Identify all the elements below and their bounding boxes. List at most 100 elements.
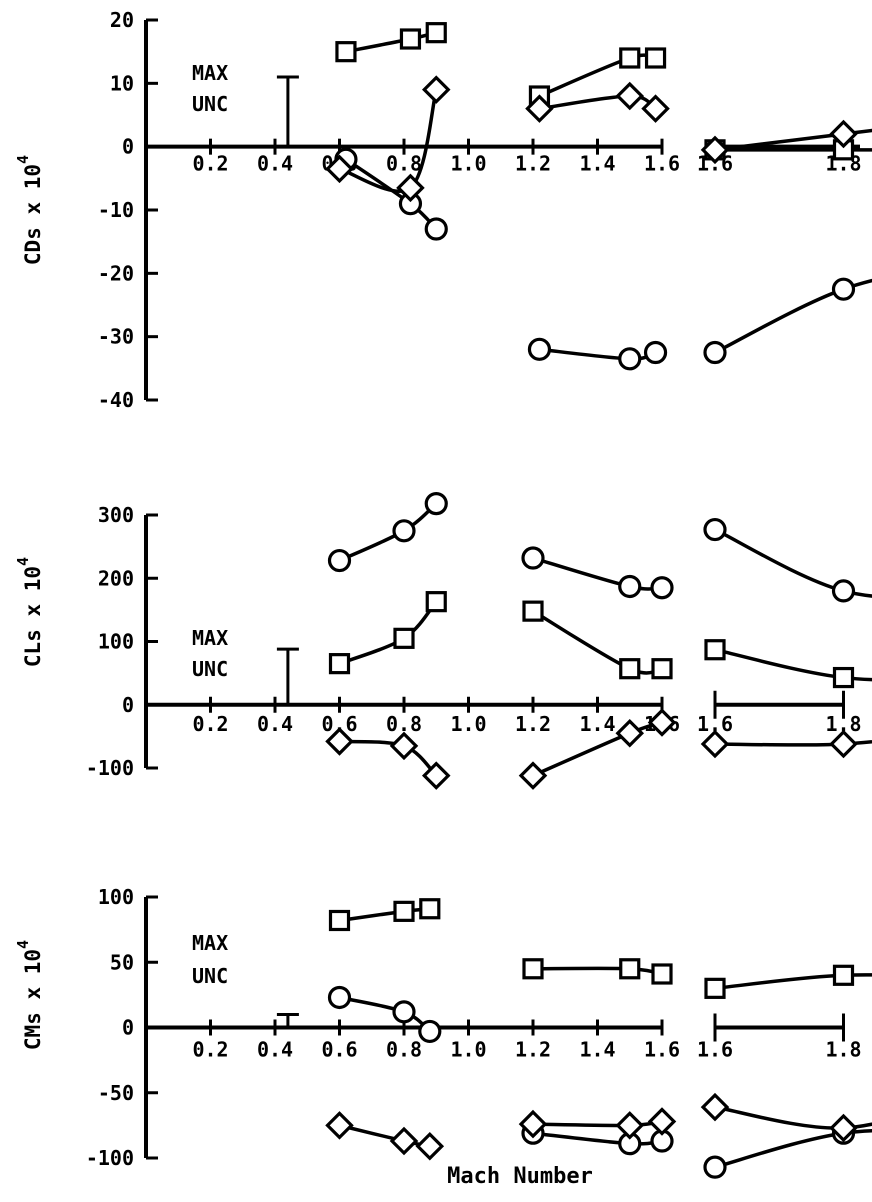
data-point-diamond [700, 729, 730, 759]
data-point-diamond [421, 75, 451, 104]
data-point-square [328, 909, 351, 932]
series-line-diamond [338, 89, 438, 193]
data-point-circle [618, 574, 642, 599]
data-point-diamond [518, 1109, 548, 1139]
uncertainty-label-unc: UNC [192, 92, 228, 116]
data-point-square [328, 653, 351, 675]
x-tick-label: 1.2 [515, 712, 551, 736]
series-line-square [532, 609, 663, 675]
data-point-square [619, 47, 641, 69]
x-tick-label: 1.2 [515, 1038, 551, 1062]
x-tick-label: 0.6 [321, 1038, 357, 1062]
x-tick-label: 1.0 [450, 1038, 486, 1062]
y-axis-label-text: CMs x 10 [21, 949, 45, 1050]
data-point-circle [703, 1155, 727, 1179]
data-point-diamond [518, 761, 548, 790]
data-point-square [619, 958, 641, 980]
y-tick-label: -100 [86, 756, 134, 780]
data-point-diamond [647, 1107, 677, 1136]
y-tick-label: 100 [98, 885, 134, 909]
data-point-circle [424, 492, 448, 516]
data-point-diamond [829, 119, 858, 149]
y-axis-label: CLs x 104 [14, 557, 45, 667]
x-tick-label: 1.6 [644, 1038, 680, 1062]
x-tick-label: 0.2 [192, 1038, 228, 1062]
y-tick-label: 10 [110, 71, 134, 95]
data-point-diamond [641, 94, 670, 123]
series-circle [327, 492, 872, 603]
series-square [328, 591, 872, 689]
x-tick-label: 0.4 [257, 152, 293, 176]
data-point-square [644, 47, 667, 69]
x-tick-label: 1.2 [515, 152, 551, 176]
data-point-diamond [829, 729, 858, 759]
series-diamond [325, 708, 872, 790]
x-tick-label: 1.0 [450, 152, 486, 176]
data-point-diamond [700, 1092, 730, 1122]
data-point-square [832, 666, 855, 689]
data-point-circle [424, 217, 448, 241]
y-tick-label: -50 [98, 1081, 134, 1105]
y-tick-label: -100 [86, 1146, 134, 1170]
x-tick-label: 0.2 [192, 152, 228, 176]
x-tick-label: 1.4 [579, 1038, 615, 1062]
x-tick-label: 0.2 [192, 712, 228, 736]
y-tick-label: 0 [122, 135, 134, 159]
data-point-diamond [396, 173, 425, 203]
data-point-diamond [389, 731, 419, 761]
data-point-diamond [615, 1111, 645, 1140]
data-point-square [522, 958, 544, 980]
data-point-diamond [421, 761, 451, 790]
x-tick-label: 1.0 [450, 712, 486, 736]
data-point-diamond [325, 154, 354, 184]
uncertainty-label-max: MAX [192, 61, 228, 85]
series-square [328, 898, 872, 999]
data-point-circle [418, 1019, 442, 1044]
y-tick-label: 50 [110, 950, 134, 974]
data-point-square [704, 639, 726, 661]
series-line-circle [532, 1131, 663, 1146]
x-tick-label: 0.8 [386, 1038, 422, 1062]
series-line-square [532, 966, 663, 976]
data-point-diamond [525, 94, 554, 123]
uncertainty-label-unc: UNC [192, 964, 228, 988]
y-tick-label: 0 [122, 1016, 134, 1040]
data-point-square [704, 977, 726, 999]
data-point-diamond [415, 1131, 445, 1161]
data-point-diamond [325, 727, 354, 756]
data-point-circle [703, 517, 727, 542]
series-circle [334, 147, 872, 371]
x-axis-label: Mach Number [447, 1164, 593, 1189]
x-tick-label-supersonic: 1.6 [697, 1038, 733, 1062]
data-point-square [651, 963, 673, 985]
data-point-square [419, 898, 441, 920]
series-line-circle [532, 556, 663, 591]
y-axis-label-exponent: 4 [14, 940, 32, 949]
series-diamond [325, 75, 872, 203]
data-point-square [832, 964, 855, 986]
data-point-diamond [615, 81, 645, 111]
x-tick-label-supersonic: 1.8 [825, 1038, 861, 1062]
chart-panel-3: 100 50 0 -50 -100 0.2 0.4 0.6 0.8 1.0 1.2 1.4 1.6 1.6… [14, 885, 872, 1179]
series-line-circle [338, 502, 438, 563]
series-line-square [338, 600, 438, 666]
data-point-circle [618, 347, 642, 371]
data-point-diamond [615, 718, 645, 748]
data-point-circle [327, 548, 352, 573]
y-tick-label: -30 [98, 325, 134, 349]
x-tick-label: 0.8 [386, 152, 422, 176]
data-point-circle [392, 519, 416, 543]
y-axis-label-text: CDs x 10 [21, 164, 45, 265]
series-line-square [345, 30, 437, 54]
data-point-circle [521, 546, 545, 570]
data-point-square [651, 658, 673, 680]
uncertainty-label-max: MAX [192, 931, 228, 955]
y-tick-label: 100 [98, 630, 134, 654]
x-tick-label: 0.4 [257, 712, 293, 736]
data-point-circle [703, 340, 727, 365]
data-point-circle [392, 1000, 416, 1024]
data-point-diamond [325, 1111, 354, 1140]
y-tick-label: -20 [98, 261, 134, 285]
